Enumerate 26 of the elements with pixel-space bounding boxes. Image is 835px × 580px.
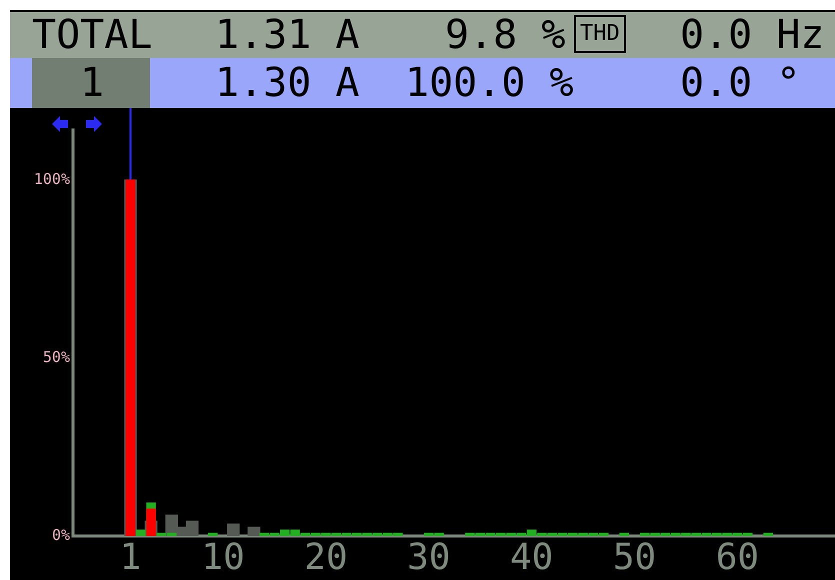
x-tick-label: 20 [304, 536, 348, 578]
x-tick-label: 1 [120, 536, 142, 578]
bar [763, 532, 774, 536]
text: 0.0 Hz [680, 12, 824, 58]
x-tick-label: 30 [407, 536, 450, 578]
bar [136, 530, 146, 536]
x-tick-label: 10 [201, 536, 245, 578]
bar [619, 532, 630, 536]
text: THD [574, 15, 626, 53]
text: 9.8 % [445, 12, 566, 58]
text: 1.30 A [215, 60, 360, 106]
y-tick-label: 100% [34, 170, 70, 188]
y-tick-label: 50% [42, 348, 70, 366]
text: 100.0 % [405, 60, 574, 106]
x-tick-label: 40 [510, 536, 554, 578]
text: 1.31 A [215, 12, 360, 58]
bar [248, 526, 260, 536]
text: 0.0 ° [680, 60, 800, 106]
text: 1 [80, 60, 104, 106]
bar [208, 532, 218, 536]
text: TOTAL [32, 12, 152, 58]
x-tick-label: 50 [612, 536, 656, 578]
bar [146, 508, 156, 536]
bar [227, 524, 240, 536]
x-tick-label: 60 [716, 536, 760, 578]
y-tick-label: 0% [52, 526, 70, 544]
